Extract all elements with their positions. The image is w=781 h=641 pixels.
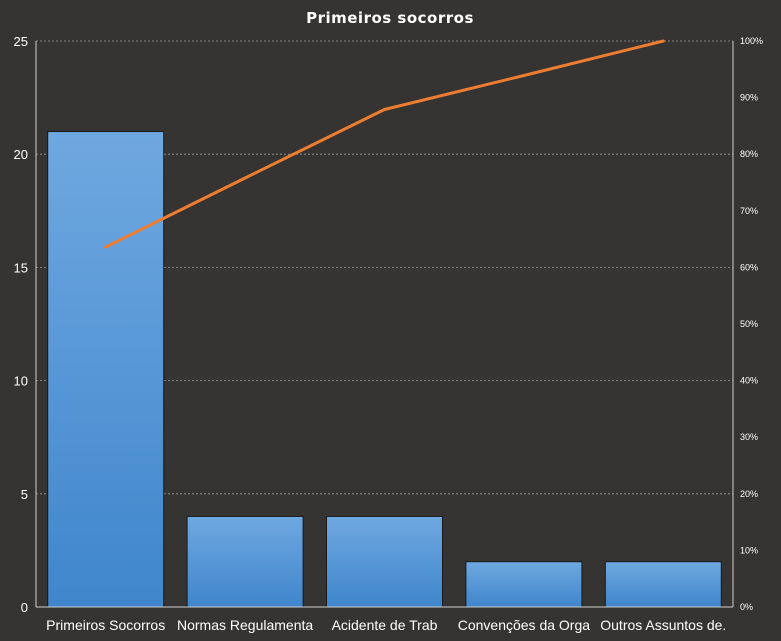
y2-tick-label: 50%: [740, 319, 758, 329]
chart-title: Primeiros socorros: [306, 9, 474, 27]
category-labels: Primeiros Socorros Normas Regulamenta Acid…: [46, 617, 726, 633]
left-axis-ticks: 0 5 10 15 20 25: [14, 34, 28, 615]
y-tick-label: 15: [14, 260, 28, 275]
y2-tick-label: 90%: [740, 93, 758, 103]
bar: [326, 515, 443, 608]
y2-tick-label: 100%: [740, 36, 763, 46]
right-axis-ticks: 0% 10% 20% 30% 40% 50% 60% 70% 80% 90% 100%: [740, 36, 763, 612]
category-label: Acidente de Trab: [332, 617, 438, 633]
bar: [186, 515, 304, 608]
y-tick-label: 25: [14, 34, 28, 49]
y-tick-label: 20: [14, 147, 28, 162]
bar: [465, 561, 583, 608]
y-tick-label: 10: [14, 374, 28, 389]
category-label: Primeiros Socorros: [46, 617, 165, 633]
cumulative-line-layer: [104, 39, 665, 249]
y2-tick-label: 10%: [740, 545, 758, 555]
y2-tick-label: 0%: [740, 602, 753, 612]
y2-tick-label: 40%: [740, 376, 758, 386]
category-label: Normas Regulamenta: [177, 617, 313, 633]
y2-tick-label: 20%: [740, 489, 758, 499]
bars: [47, 131, 722, 608]
bar: [47, 131, 165, 608]
y-tick-label: 0: [21, 600, 28, 615]
category-label: Convenções da Orga: [458, 617, 591, 633]
cumulative-percent-line: [104, 39, 665, 249]
bar: [604, 561, 722, 608]
y2-tick-label: 30%: [740, 432, 758, 442]
y-tick-label: 5: [21, 487, 28, 502]
y2-tick-label: 80%: [740, 149, 758, 159]
axes: [35, 41, 734, 608]
y2-tick-label: 70%: [740, 206, 758, 216]
category-label: Outros Assuntos de.: [600, 617, 726, 633]
y2-tick-label: 60%: [740, 262, 758, 272]
